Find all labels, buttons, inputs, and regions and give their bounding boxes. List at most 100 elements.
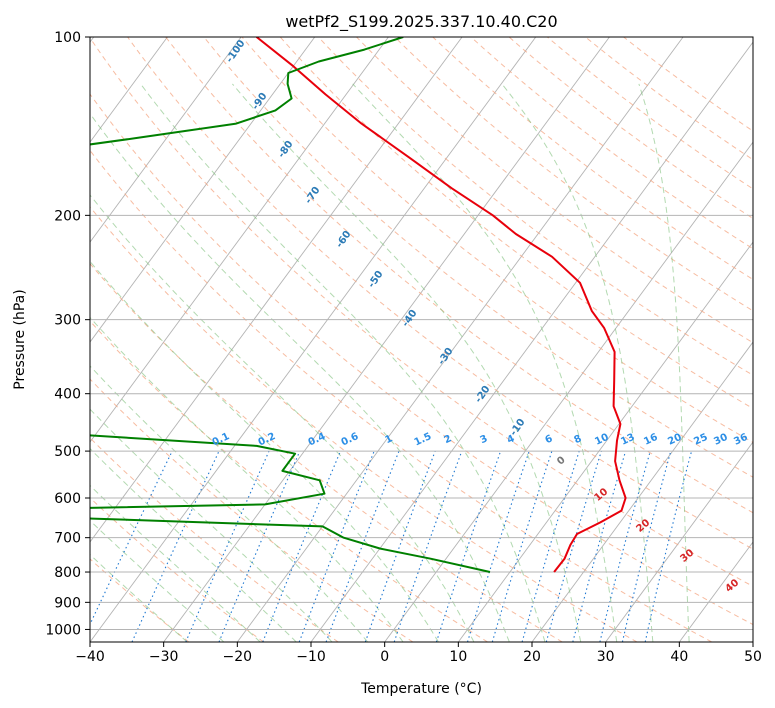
isotherm-line (90, 37, 316, 343)
isotherm-line (457, 241, 753, 642)
temperature-profile-line (255, 37, 627, 573)
moist-adiabat-line (90, 112, 510, 642)
dry-adiabat-line (318, 37, 753, 376)
x-tick-label: −20 (223, 649, 253, 665)
mixing-ratio-line (185, 450, 270, 642)
mixing-ratio-line (262, 450, 342, 642)
isotherm-line (310, 41, 753, 642)
y-axis-ticks: 100 200 300 400 500 600 700 800 900 1000 (45, 30, 90, 638)
dry-adiabat-line (241, 37, 753, 443)
dry-adiabat-line (90, 320, 488, 642)
moist-adiabat-line (501, 83, 654, 642)
isotherm-line (236, 37, 684, 642)
y-tick-label: 700 (54, 531, 81, 547)
mixing-ratio-line (521, 450, 580, 642)
mixing-ratio-line (621, 450, 672, 642)
moist-adiabat-line (638, 83, 690, 642)
mixing-ratio-line (491, 450, 553, 642)
mixing-ratio-label: 6 (543, 433, 554, 446)
moist-adiabat-line (90, 194, 475, 642)
isobar-gridlines (90, 37, 753, 630)
isotherm-line (605, 441, 753, 642)
mixing-ratio-label: 13 (619, 432, 636, 448)
mixing-ratio-line (644, 450, 693, 642)
isotherm-line (90, 37, 242, 243)
dry-adiabat-line (279, 37, 753, 410)
x-tick-label: −10 (296, 649, 326, 665)
y-tick-label: 300 (54, 313, 81, 329)
dry-adiabat-line (90, 378, 414, 642)
isotherm-line (90, 37, 389, 443)
x-tick-label: 30 (597, 649, 615, 665)
x-axis-ticks: −40 −30 −20 −10 0 10 20 30 40 50 (75, 642, 762, 665)
mixing-ratio-line (131, 450, 220, 642)
x-tick-label: −40 (75, 649, 105, 665)
x-axis-label: Temperature (°C) (360, 681, 482, 697)
x-tick-label: 50 (744, 649, 762, 665)
x-tick-label: 10 (449, 649, 467, 665)
y-tick-label: 1000 (45, 622, 81, 638)
dry-adiabat-line (90, 206, 638, 642)
dry-adiabat-line (585, 37, 753, 161)
y-tick-label: 200 (54, 208, 81, 224)
dry-adiabat-line (90, 37, 753, 587)
moist-adiabat-line (90, 260, 439, 642)
mixing-ratio-line (572, 450, 627, 642)
mixing-ratio-label: 4 (505, 433, 516, 446)
x-tick-label: 20 (523, 649, 541, 665)
moist-adiabat-line (90, 519, 225, 642)
moist-adiabat-line (90, 316, 404, 642)
plot-frame (89, 36, 754, 643)
y-tick-label: 600 (54, 491, 81, 507)
y-tick-label: 900 (54, 595, 81, 611)
plot-area (90, 37, 753, 642)
y-tick-label: 800 (54, 565, 81, 581)
background-reference-lines (90, 37, 753, 642)
dry-adiabat-line (90, 93, 753, 626)
dry-adiabat-line (394, 37, 753, 312)
mixing-ratio-label: 25 (692, 432, 709, 448)
x-tick-label: −30 (149, 649, 179, 665)
moist-adiabat-line (90, 447, 297, 642)
dry-adiabat-line (356, 37, 753, 344)
mixing-ratio-line (599, 450, 651, 642)
mixing-ratio-label: 16 (642, 432, 659, 448)
mixing-ratio-label: 2 (442, 433, 453, 446)
isotherm-line (90, 37, 537, 642)
x-tick-label: 40 (670, 649, 688, 665)
isotherm-line (90, 37, 168, 143)
y-tick-label: 400 (54, 387, 81, 403)
isotherm-line (384, 141, 753, 642)
moist-adiabat-line (232, 83, 582, 642)
mixing-ratio-label: 30 (712, 432, 729, 448)
mixing-ratio-label: 10 (593, 432, 610, 448)
dry-adiabat-line (470, 37, 753, 250)
moist-adiabat-line (90, 553, 188, 642)
moist-adiabat-line (140, 83, 546, 642)
mixing-ratio-line (545, 450, 602, 642)
mixing-ratio-label: 8 (572, 433, 583, 446)
moist-adiabat-line (352, 83, 618, 642)
mixing-ratio-label: 1 (383, 433, 394, 446)
mixing-ratio-line (435, 450, 502, 642)
mixing-ratio-label: 3 (478, 433, 489, 446)
mixing-ratio-label: 20 (666, 432, 683, 448)
x-tick-label: 0 (380, 649, 389, 665)
moist-adiabat-line (90, 484, 261, 642)
isotherm-line (163, 37, 610, 642)
mixing-ratio-line (90, 450, 173, 626)
y-tick-label: 500 (54, 444, 81, 460)
profile-series (90, 37, 627, 573)
mixing-ratio-line (466, 450, 530, 642)
mixing-ratio-label: 36 (732, 432, 749, 448)
y-axis-label: Pressure (hPa) (12, 289, 28, 389)
isotherm-line (531, 341, 753, 642)
dry-adiabat-line (432, 37, 753, 281)
moist-adiabat-line (90, 365, 369, 642)
chart-title: wetPf2_S199.2025.337.10.40.C20 (285, 12, 557, 32)
y-tick-label: 100 (54, 30, 81, 46)
isotherm-line (90, 37, 463, 543)
dry-adiabat-line (90, 149, 712, 642)
dewpoint-profile-line (90, 37, 491, 573)
